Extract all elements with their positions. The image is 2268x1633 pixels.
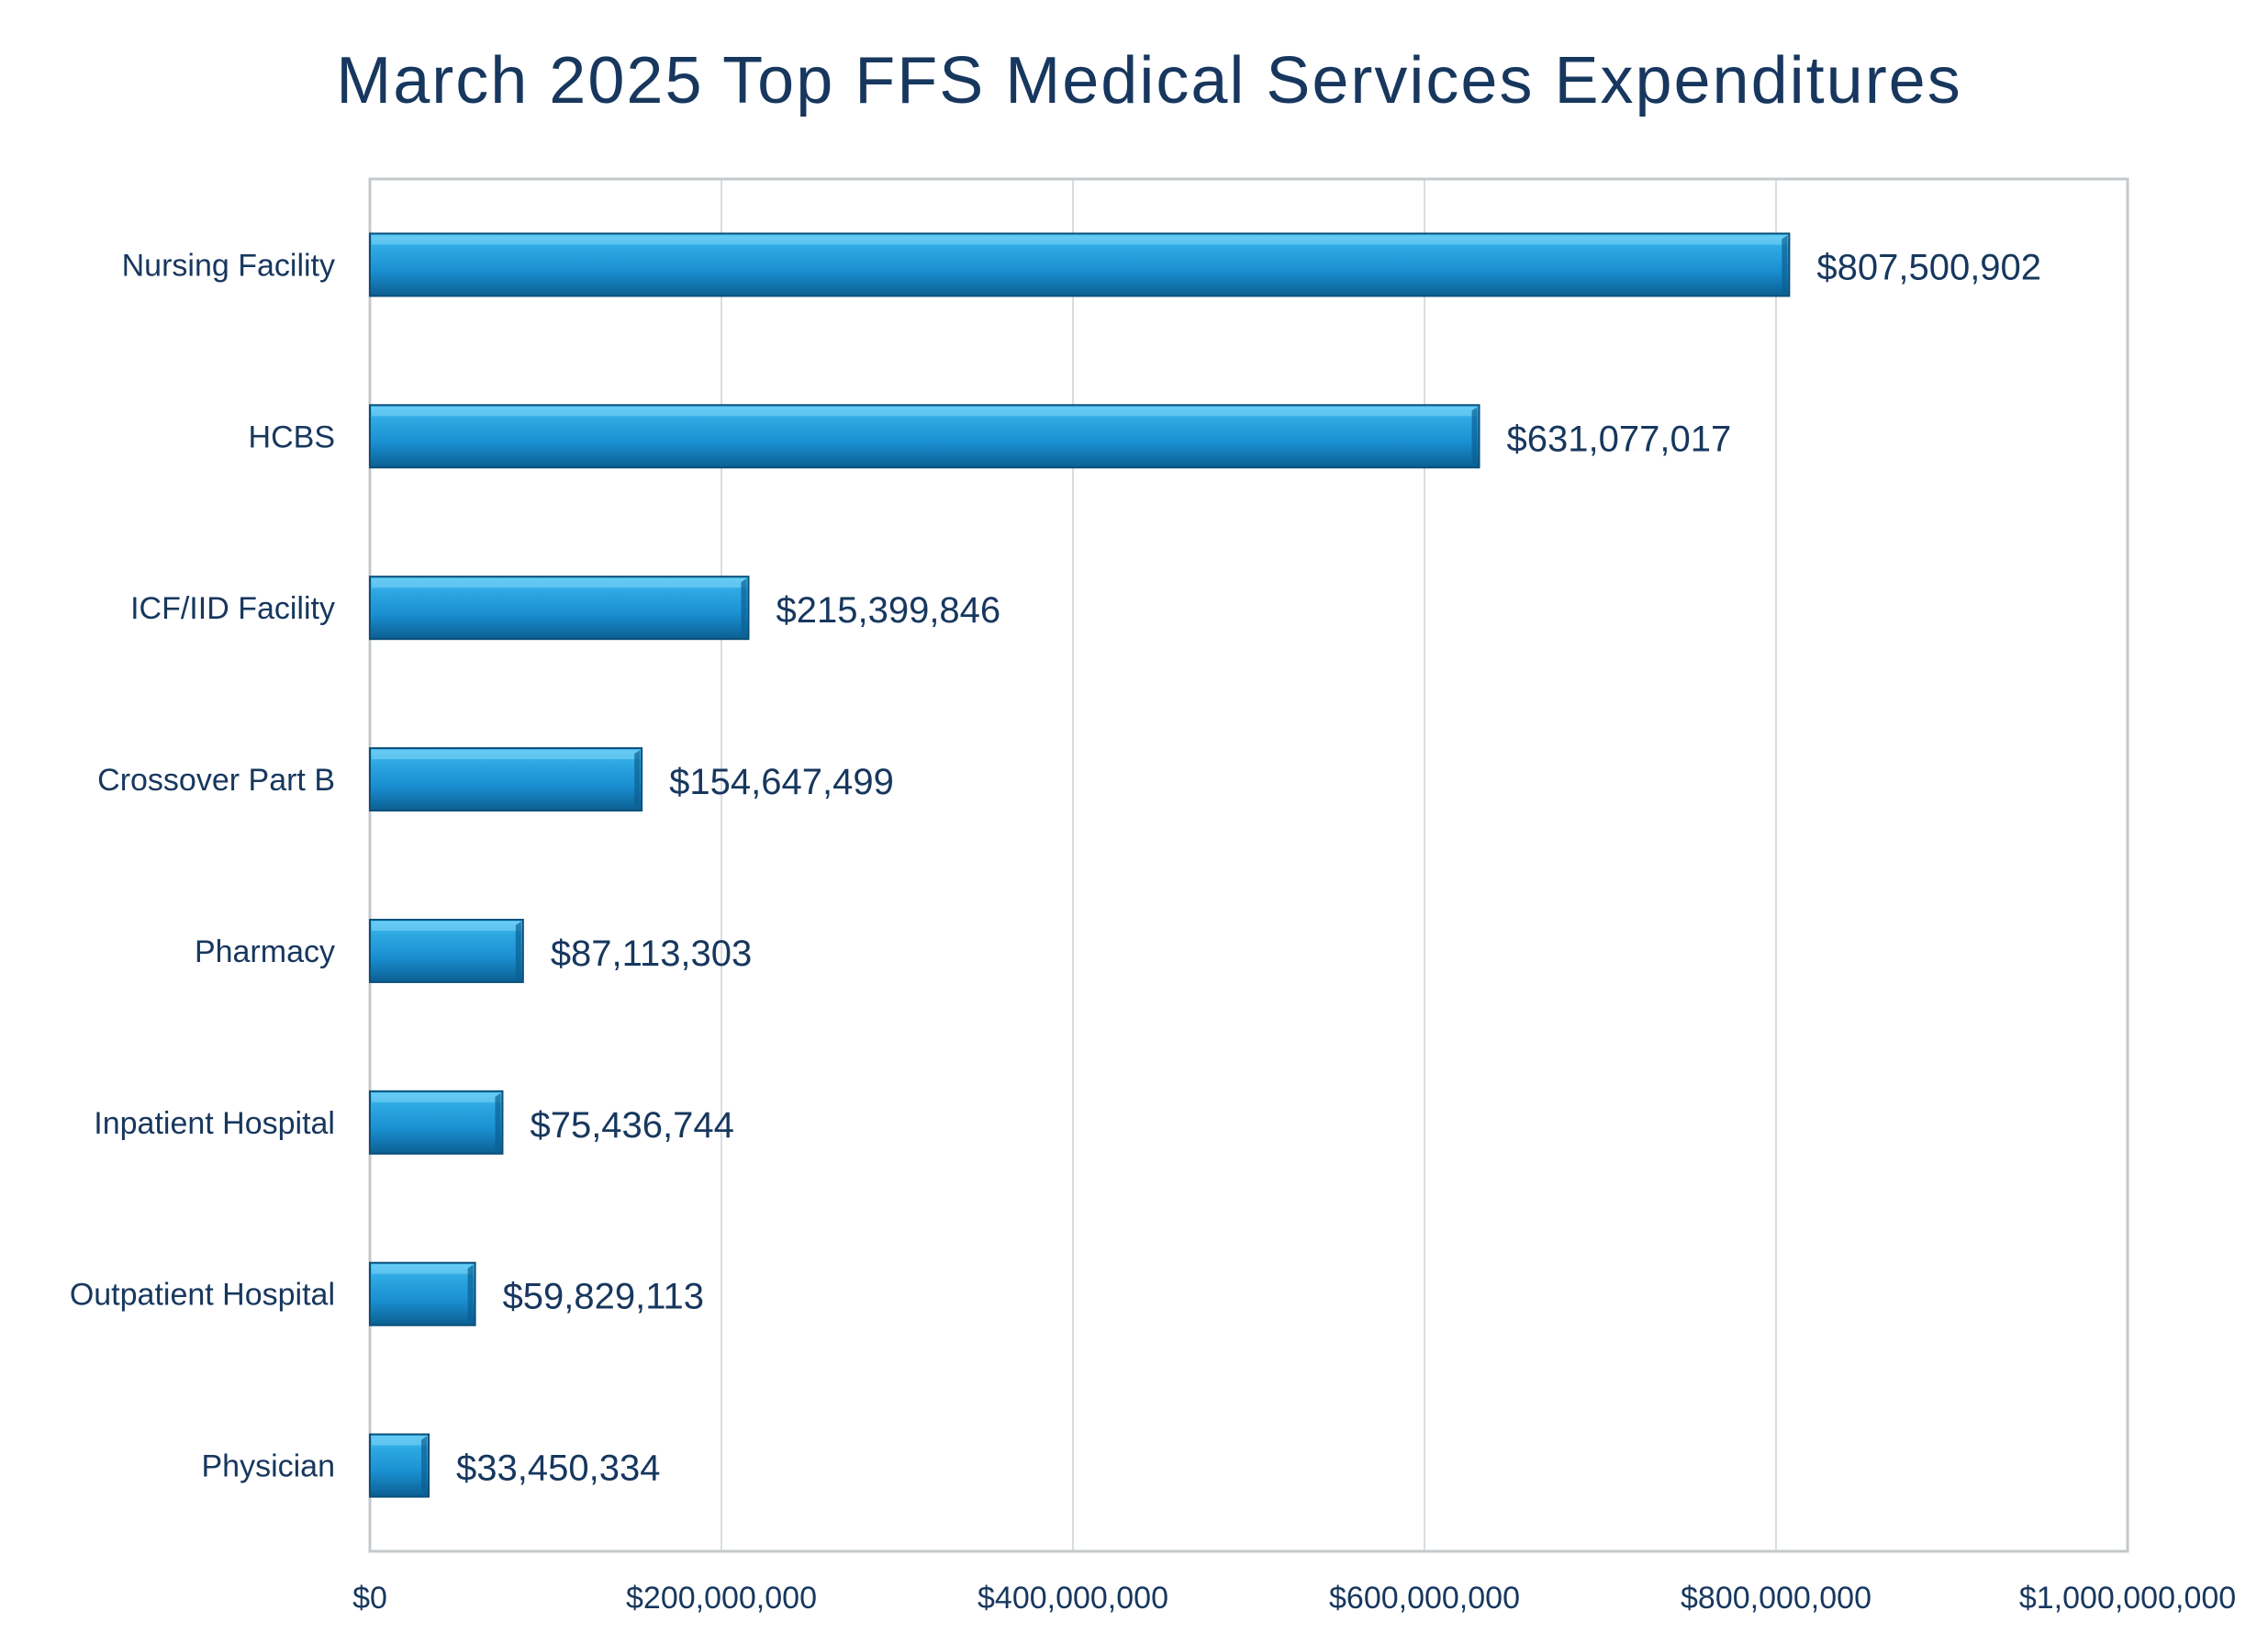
x-tick-label: $200,000,000 bbox=[626, 1581, 817, 1616]
category-label: Nursing Facility bbox=[122, 248, 335, 283]
bar bbox=[369, 918, 524, 983]
bar-highlight bbox=[372, 1092, 501, 1102]
bar-highlight bbox=[372, 1264, 474, 1274]
category-label: Outpatient Hospital bbox=[70, 1278, 335, 1313]
chart-title: March 2025 Top FFS Medical Services Expe… bbox=[336, 44, 1961, 117]
bar-highlight bbox=[372, 921, 521, 931]
data-label: $33,450,334 bbox=[456, 1448, 660, 1489]
category-label: Pharmacy bbox=[195, 934, 335, 969]
bar bbox=[369, 1433, 430, 1498]
bar-bevel bbox=[421, 1436, 428, 1495]
category-labels: Nursing Facility HCBS ICF/IID Facility Cros… bbox=[70, 248, 335, 1483]
bar bbox=[369, 232, 1791, 297]
bar bbox=[369, 1090, 504, 1155]
bar bbox=[369, 576, 750, 641]
category-label: HCBS bbox=[249, 419, 335, 454]
plot-frame bbox=[368, 177, 2129, 1553]
x-tick-label: $600,000,000 bbox=[1329, 1581, 1520, 1616]
x-tick-label: $800,000,000 bbox=[1681, 1581, 1871, 1616]
bar-bevel bbox=[515, 921, 521, 980]
category-label: ICF/IID Facility bbox=[130, 591, 335, 626]
bars bbox=[369, 232, 1791, 1498]
data-label: $75,436,744 bbox=[530, 1105, 733, 1146]
data-label: $631,077,017 bbox=[1507, 419, 1732, 459]
bar-highlight bbox=[372, 750, 641, 760]
bar-bevel bbox=[741, 578, 747, 638]
bar bbox=[369, 1261, 476, 1326]
bar-highlight bbox=[372, 578, 747, 588]
x-tick-label: $1,000,000,000 bbox=[2019, 1581, 2236, 1616]
data-label: $154,647,499 bbox=[669, 762, 894, 802]
data-label: $807,500,902 bbox=[1816, 247, 2041, 287]
x-tick-labels: $0 $200,000,000 $400,000,000 $600,000,000 $8… bbox=[352, 1581, 2236, 1616]
category-label: Inpatient Hospital bbox=[94, 1106, 335, 1141]
bar-bevel bbox=[495, 1092, 501, 1152]
x-tick-label: $0 bbox=[352, 1581, 387, 1616]
bar-highlight bbox=[372, 1436, 428, 1446]
bar bbox=[369, 404, 1480, 469]
data-labels: $807,500,902 $631,077,017 $215,399,846 $154… bbox=[456, 247, 2041, 1488]
data-label: $59,829,113 bbox=[503, 1277, 704, 1317]
bar-highlight bbox=[372, 407, 1478, 417]
bar bbox=[369, 747, 643, 812]
data-label: $87,113,303 bbox=[551, 934, 752, 974]
gridlines bbox=[368, 177, 2129, 1553]
category-label: Physician bbox=[201, 1449, 335, 1484]
bar-highlight bbox=[372, 235, 1788, 245]
data-label: $215,399,846 bbox=[776, 590, 1000, 631]
bar-bevel bbox=[1782, 235, 1788, 295]
bar-bevel bbox=[467, 1264, 474, 1324]
bar-bevel bbox=[634, 750, 641, 810]
category-label: Crossover Part B bbox=[97, 763, 335, 798]
x-tick-label: $400,000,000 bbox=[978, 1581, 1168, 1616]
bar-bevel bbox=[1471, 407, 1478, 466]
